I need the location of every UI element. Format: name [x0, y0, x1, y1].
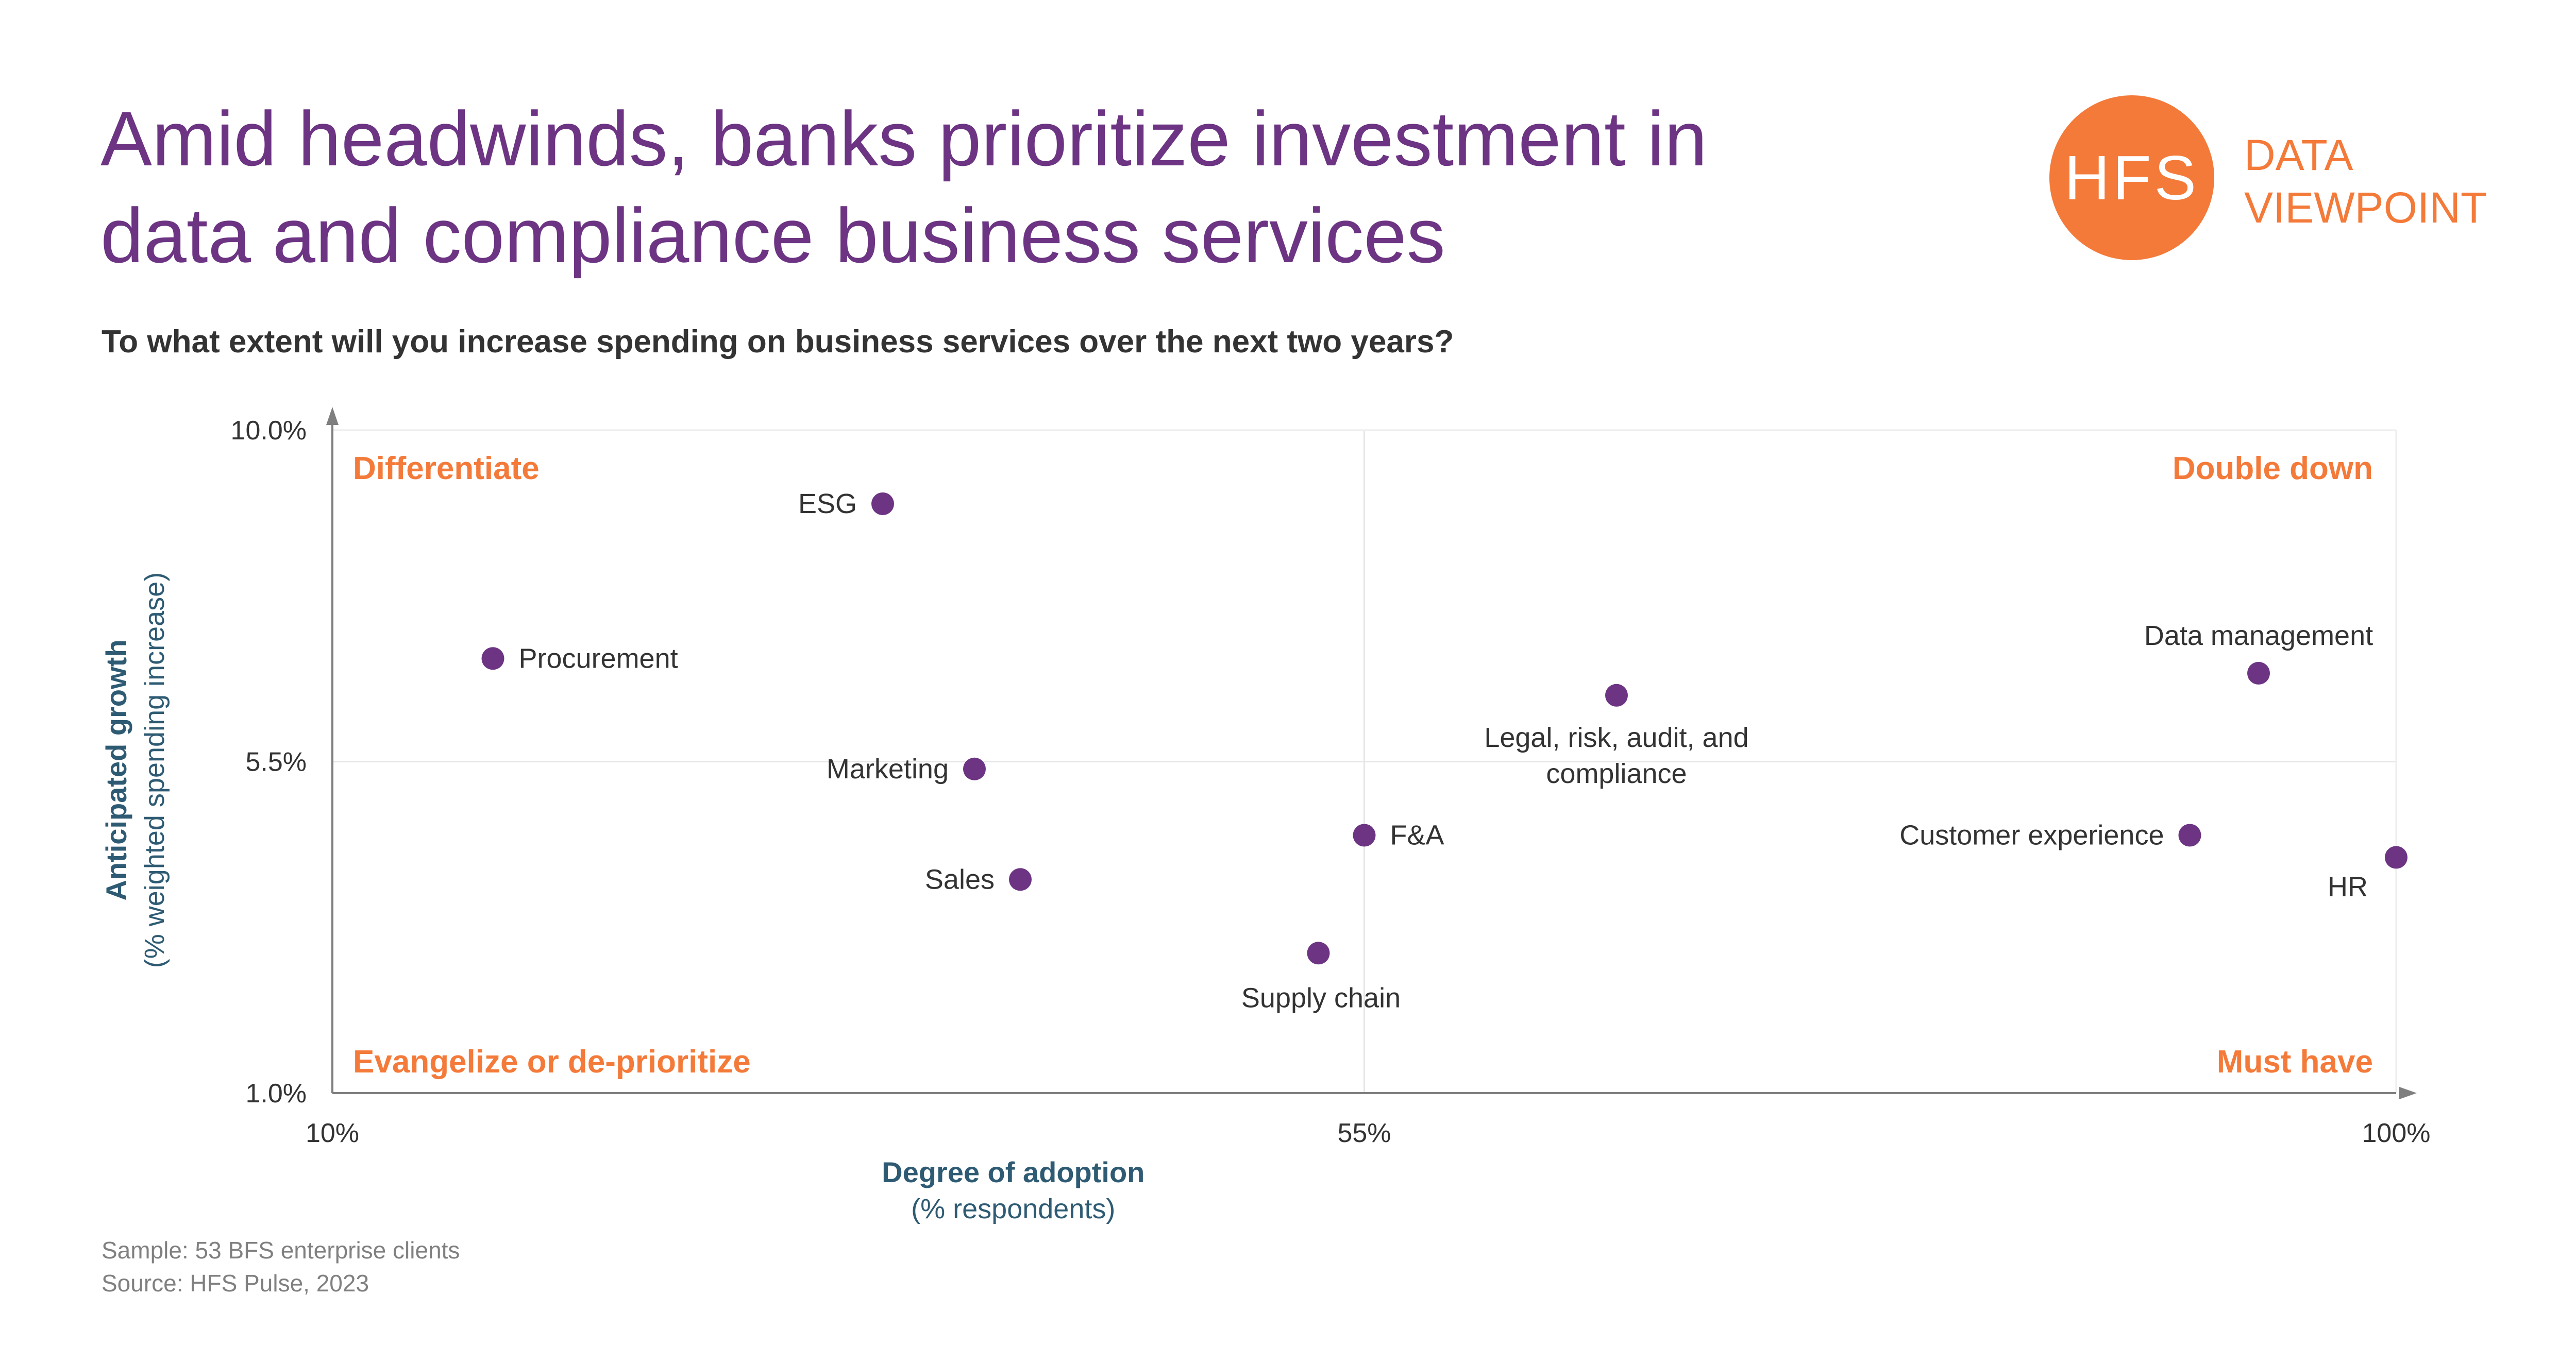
x-tick-label: 10%: [306, 1118, 359, 1148]
y-tick-label: 1.0%: [245, 1079, 307, 1109]
title-line-1: Amid headwinds, banks prioritize investm…: [100, 95, 1708, 182]
data-point-label: Legal, risk, audit, and compliance: [1484, 722, 1748, 789]
y-axis-subtitle: (% weighted spending increase): [139, 572, 170, 968]
data-point: [1009, 868, 1032, 891]
x-axis-arrow: [2399, 1087, 2417, 1099]
y-tick-label: 10.0%: [231, 416, 307, 446]
x-tick-label: 55%: [1337, 1118, 1391, 1148]
sample-note: Sample: 53 BFS enterprise clients: [102, 1237, 460, 1264]
data-point: [1307, 942, 1330, 965]
y-axis-arrow: [326, 407, 339, 425]
y-axis-title: Anticipated growth: [100, 639, 132, 900]
chart-question: To what extent will you increase spendin…: [102, 324, 1454, 360]
quadrant-label-bottom-right: Must have: [2217, 1044, 2373, 1080]
hfs-logo: HFS: [2049, 95, 2214, 260]
x-axis-title: Degree of adoption: [882, 1156, 1144, 1188]
data-point-label: HR: [2328, 871, 2368, 902]
data-viewpoint-label: DATA VIEWPOINT: [2244, 129, 2487, 234]
data-point-label: ESG: [798, 488, 857, 519]
data-point-label: Data management: [2144, 620, 2373, 651]
source-note: Source: HFS Pulse, 2023: [102, 1270, 369, 1297]
logo-label-line-1: DATA: [2244, 131, 2353, 179]
logo-mark: HFS: [2064, 143, 2199, 213]
data-point: [481, 647, 504, 670]
data-point-label: Marketing: [827, 754, 949, 785]
data-point-label: Customer experience: [1899, 820, 2164, 851]
quadrant-label-top-left: Differentiate: [353, 451, 540, 486]
title-line-2: data and compliance business services: [100, 192, 1445, 279]
data-point: [1605, 684, 1628, 707]
chart-footnote: Sample: 53 BFS enterprise clients Source…: [102, 1234, 460, 1300]
data-point-label: Supply chain: [1241, 982, 1401, 1013]
quadrant-label-bottom-left: Evangelize or de-prioritize: [353, 1044, 751, 1080]
page-title: Amid headwinds, banks prioritize investm…: [100, 90, 1801, 284]
quadrant-label-top-right: Double down: [2173, 451, 2373, 486]
data-point-label: Sales: [925, 864, 995, 895]
data-point-label: F&A: [1390, 820, 1444, 851]
data-point: [2247, 661, 2270, 685]
x-axis-subtitle: (% respondents): [911, 1194, 1115, 1224]
x-tick-label: 100%: [2362, 1118, 2431, 1148]
data-point: [1353, 824, 1376, 847]
data-point: [871, 492, 894, 515]
logo-label-line-2: VIEWPOINT: [2244, 183, 2487, 232]
data-point-label: Procurement: [519, 643, 678, 674]
data-point: [2385, 846, 2407, 869]
y-tick-label: 5.5%: [245, 747, 307, 777]
data-point: [963, 757, 986, 780]
data-point: [2178, 824, 2201, 847]
